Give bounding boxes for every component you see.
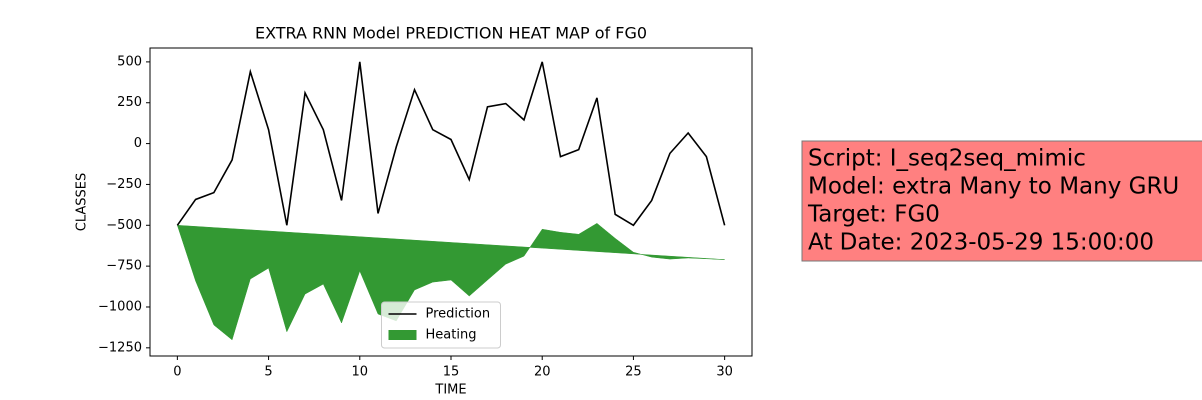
y-tick-label: 250 bbox=[117, 95, 142, 110]
y-tick-label: −1250 bbox=[98, 340, 142, 355]
x-tick-label: 30 bbox=[716, 365, 733, 380]
y-tick-label: −750 bbox=[106, 259, 142, 274]
chart-title: EXTRA RNN Model PREDICTION HEAT MAP of F… bbox=[255, 24, 647, 43]
y-axis-label: CLASSES bbox=[75, 173, 90, 231]
y-tick-label: 0 bbox=[134, 136, 142, 151]
legend-swatch bbox=[388, 330, 417, 340]
legend-label: Prediction bbox=[426, 307, 491, 322]
plot-frame bbox=[149, 47, 753, 357]
x-tick-label: 5 bbox=[264, 365, 272, 380]
y-tick-label: −500 bbox=[106, 218, 142, 233]
annotation-line: At Date: 2023-05-29 15:00:00 bbox=[808, 230, 1154, 256]
annotation-line: Target: FG0 bbox=[807, 202, 940, 228]
x-tick-label: 15 bbox=[443, 365, 460, 380]
annotation-line: Script: I_seq2seq_mimic bbox=[808, 146, 1086, 172]
x-tick-label: 25 bbox=[625, 365, 642, 380]
y-tick-label: −1000 bbox=[98, 299, 142, 314]
x-tick-label: 10 bbox=[352, 365, 369, 380]
x-tick-label: 0 bbox=[173, 365, 181, 380]
area bbox=[177, 223, 725, 341]
x-tick-label: 20 bbox=[534, 365, 551, 380]
annotation-box bbox=[801, 140, 1202, 262]
line bbox=[176, 61, 726, 227]
x-axis-label: TIME bbox=[434, 383, 466, 398]
annotation-line: Model: extra Many to Many GRU bbox=[808, 174, 1179, 200]
y-tick-label: 500 bbox=[117, 54, 142, 69]
legend-label: Heating bbox=[426, 328, 477, 343]
y-tick-label: −250 bbox=[106, 177, 142, 192]
